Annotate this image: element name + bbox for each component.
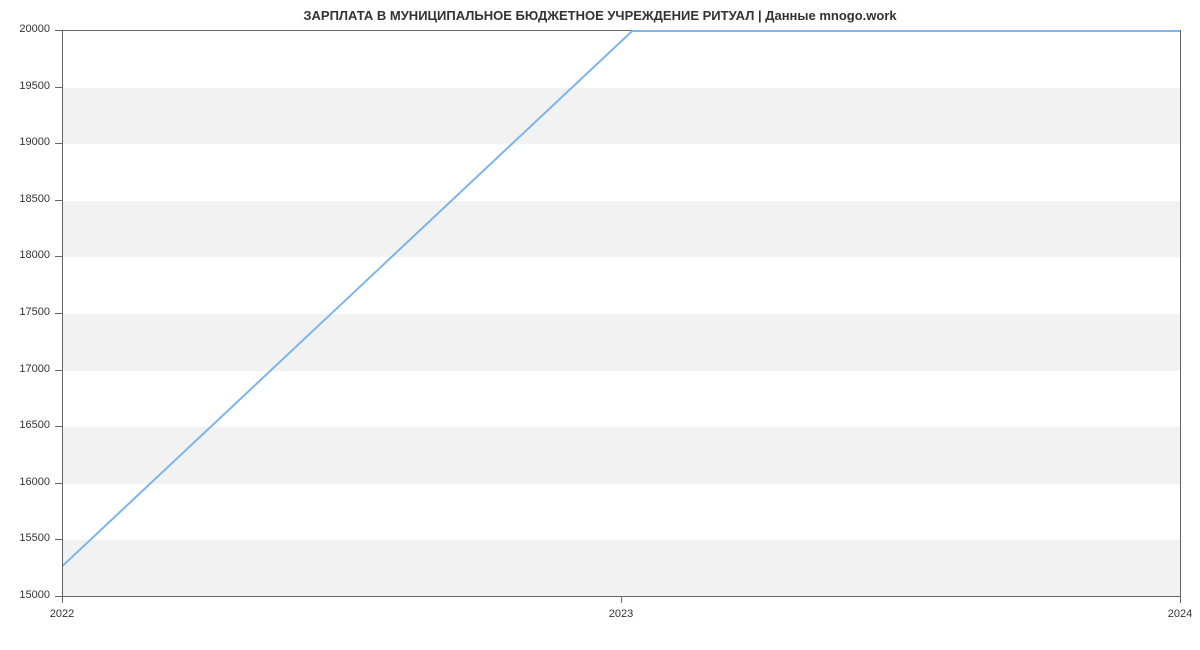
- data-line: [62, 31, 1180, 597]
- y-tick-mark: [55, 30, 62, 31]
- y-axis-line: [62, 30, 63, 596]
- salary-line-chart: ЗАРПЛАТА В МУНИЦИПАЛЬНОЕ БЮДЖЕТНОЕ УЧРЕЖ…: [0, 0, 1200, 650]
- x-tick-label: 2024: [1168, 608, 1192, 620]
- y-tick-mark: [55, 596, 62, 597]
- y-tick-mark: [55, 256, 62, 257]
- y-tick-label: 17000: [19, 363, 50, 375]
- y-tick-mark: [55, 87, 62, 88]
- y-tick-label: 19500: [19, 80, 50, 92]
- y-tick-mark: [55, 483, 62, 484]
- y-tick-label: 19000: [19, 136, 50, 148]
- y-tick-label: 18000: [19, 249, 50, 261]
- y-tick-mark: [55, 200, 62, 201]
- x-tick-mark: [621, 596, 622, 603]
- series-line: [62, 31, 1180, 566]
- chart-title: ЗАРПЛАТА В МУНИЦИПАЛЬНОЕ БЮДЖЕТНОЕ УЧРЕЖ…: [0, 8, 1200, 23]
- y-tick-label: 18500: [19, 193, 50, 205]
- y-tick-label: 15000: [19, 589, 50, 601]
- y-tick-label: 16000: [19, 476, 50, 488]
- x-tick-label: 2023: [609, 608, 633, 620]
- y-tick-label: 20000: [19, 23, 50, 35]
- plot-area: [62, 30, 1181, 597]
- x-tick-mark: [1180, 596, 1181, 603]
- y-tick-mark: [55, 426, 62, 427]
- y-tick-label: 15500: [19, 532, 50, 544]
- x-tick-label: 2022: [50, 608, 74, 620]
- y-tick-mark: [55, 370, 62, 371]
- y-tick-label: 17500: [19, 306, 50, 318]
- y-tick-mark: [55, 539, 62, 540]
- y-tick-mark: [55, 143, 62, 144]
- y-tick-mark: [55, 313, 62, 314]
- x-tick-mark: [62, 596, 63, 603]
- y-tick-label: 16500: [19, 419, 50, 431]
